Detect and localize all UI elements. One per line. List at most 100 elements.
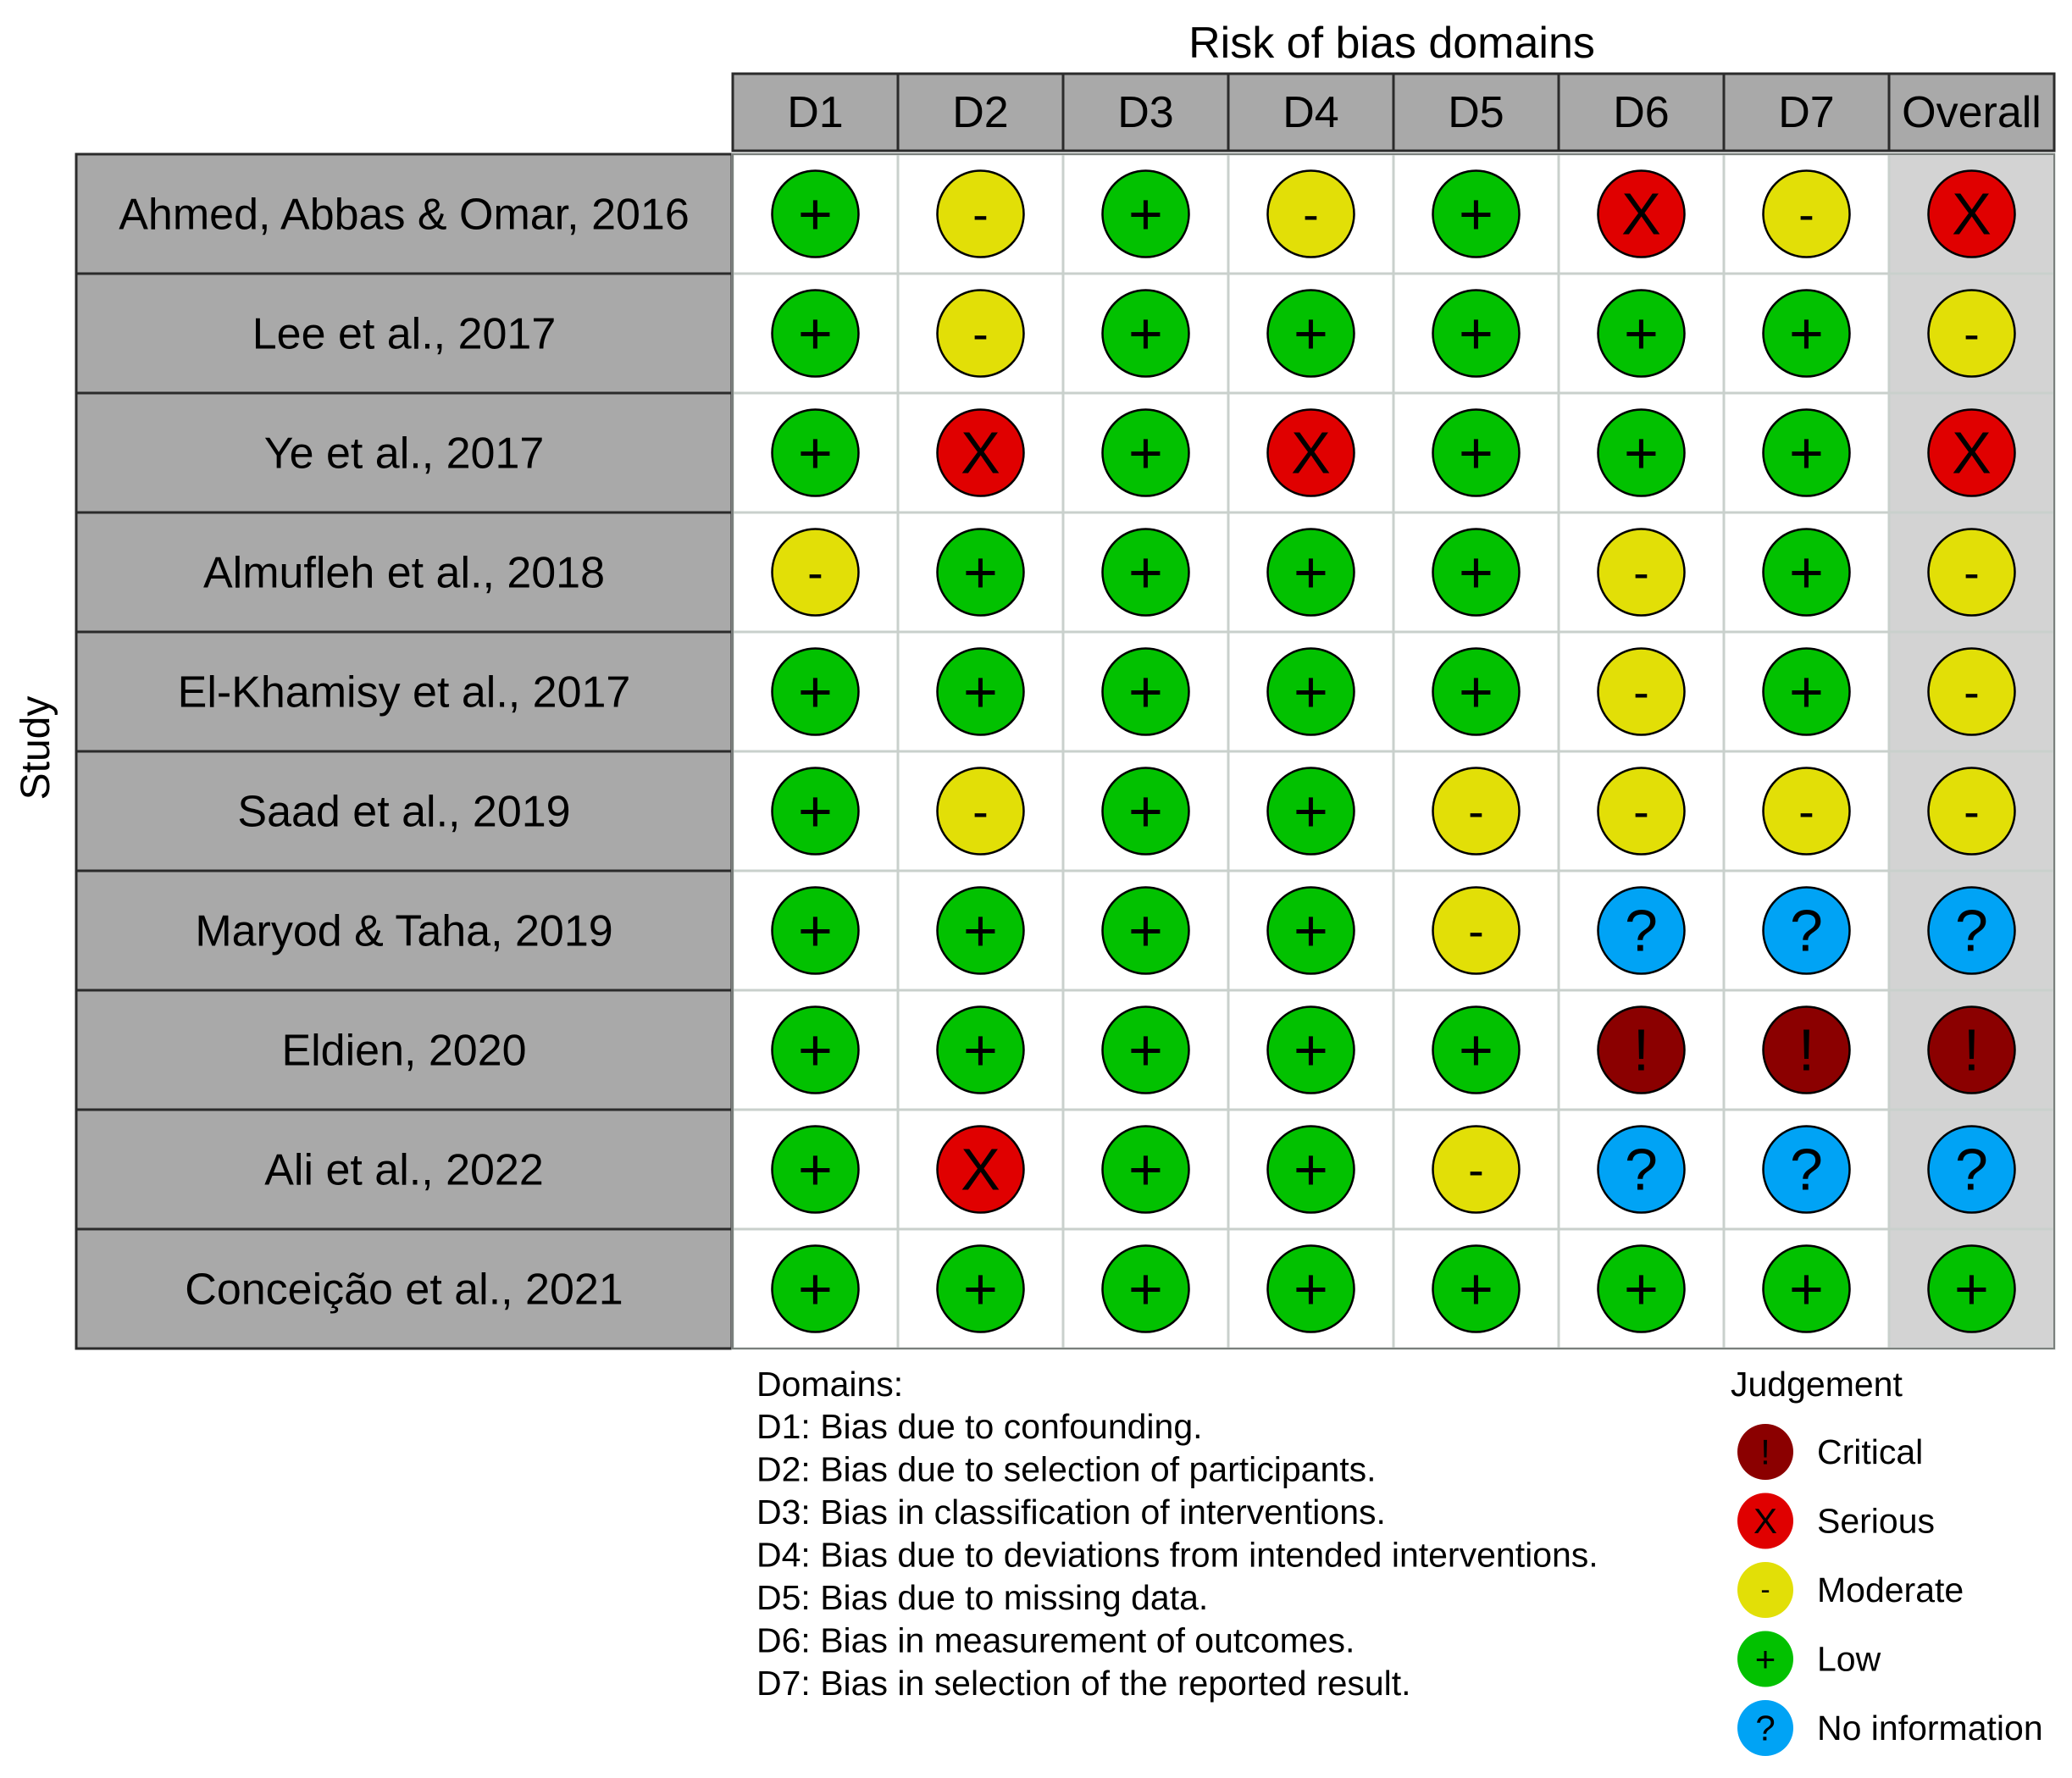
judgement-point-low (771, 647, 860, 736)
study-label: El-Khamisy et al., 2017 (178, 668, 631, 717)
judgement-point-moderate (1432, 767, 1521, 856)
judgement-point-moderate (1432, 886, 1521, 975)
judgement-point-moderate (1432, 1125, 1521, 1214)
judgement-point-low (1101, 767, 1190, 856)
judgement-point-low (1762, 408, 1851, 497)
judgement-symbol: + (1294, 659, 1328, 725)
legend-label-serious: Serious (1817, 1502, 1935, 1541)
domains-title: Domains: (756, 1365, 903, 1404)
judgement-point-moderate (1927, 528, 2016, 617)
judgement-symbol: + (1789, 1256, 1824, 1322)
judgement-point-low (1762, 528, 1851, 617)
judgement-point-low (1101, 289, 1190, 378)
judgement-symbol: + (1789, 420, 1824, 486)
judgement-point-low (771, 1125, 860, 1214)
judgement-point-low (1266, 1125, 1355, 1214)
judgement-point-low (1101, 1005, 1190, 1094)
judgement-symbol: ! (1964, 1017, 1980, 1083)
grid-border (732, 153, 2055, 1349)
judgement-symbol: + (1459, 659, 1493, 725)
judgement-point-low (771, 886, 860, 975)
judgement-symbol: + (963, 898, 998, 964)
judgement-point-serious (1927, 169, 2016, 258)
judgement-symbol: ? (1955, 1137, 1988, 1203)
judgement-symbol: + (963, 1256, 998, 1322)
domain-description: D3: Bias in classification of interventi… (756, 1493, 1386, 1532)
judgement-symbol: + (1128, 420, 1163, 486)
column-header-d6 (1557, 72, 1726, 152)
legend-marker-no-information (1737, 1700, 1793, 1756)
judgement-point-low (1762, 647, 1851, 736)
judgement-symbol: - (1798, 784, 1814, 838)
judgement-point-low (1432, 289, 1521, 378)
judgement-symbol: + (1128, 898, 1163, 964)
judgement-point-serious (1597, 169, 1686, 258)
judgement-symbol: X (1952, 420, 1992, 486)
legend-symbol: - (1760, 1574, 1770, 1606)
judgement-symbol: + (798, 1017, 833, 1083)
study-label: Ye et al., 2017 (264, 429, 545, 479)
judgement-symbol: - (1468, 784, 1484, 838)
judgement-symbol: + (798, 420, 833, 486)
judgement-symbol: + (1294, 778, 1328, 845)
judgement-point-no-information (1927, 1125, 2016, 1214)
judgement-symbol: - (972, 307, 989, 360)
column-header-label-d7: D7 (1778, 88, 1834, 137)
judgement-point-moderate (1597, 767, 1686, 856)
judgement-symbol: + (1128, 181, 1163, 247)
judgement-symbol: + (1294, 540, 1328, 606)
judgement-symbol: ! (1798, 1017, 1814, 1083)
judgement-point-serious (936, 1125, 1025, 1214)
chart-title: Risk of bias domains (1188, 19, 1595, 68)
judgement-symbol: + (1624, 420, 1659, 486)
judgement-point-no-information (1762, 886, 1851, 975)
judgement-symbol: + (1789, 301, 1824, 367)
domain-description: D2: Bias due to selection of participant… (756, 1450, 1377, 1489)
study-label: Ahmed, Abbas & Omar, 2016 (119, 191, 690, 240)
judgement-point-low (1432, 1244, 1521, 1333)
study-cell (75, 391, 734, 514)
judgement-symbol: + (963, 540, 998, 606)
legend-label-low: Low (1817, 1640, 1881, 1679)
column-header-label-d3: D3 (1117, 88, 1173, 137)
judgement-point-low (1432, 1005, 1521, 1094)
judgement-symbol: + (963, 1017, 998, 1083)
judgement-symbol: - (1964, 307, 1980, 360)
domain-description: D5: Bias due to missing data. (756, 1578, 1208, 1617)
judgement-symbol: - (1633, 784, 1649, 838)
judgement-symbol: + (1128, 1256, 1163, 1322)
study-label: Almufleh et al., 2018 (203, 549, 605, 598)
column-header-label-d4: D4 (1283, 88, 1338, 137)
judgement-point-moderate (1762, 767, 1851, 856)
judgement-symbol: + (1128, 540, 1163, 606)
judgement-point-low (936, 1005, 1025, 1094)
column-header-d7 (1722, 72, 1891, 152)
judgement-symbol: + (1459, 1256, 1493, 1322)
judgement-symbol: - (1964, 546, 1980, 599)
judgement-grid: D1 D2 D3 D4 D5 D6 D7 Overall Ahmed, Abbas & Omar… (75, 72, 2056, 1350)
domain-description: D4: Bias due to deviations from intended… (756, 1536, 1598, 1575)
judgement-point-low (1266, 1005, 1355, 1094)
judgement-point-low (936, 886, 1025, 975)
judgement-symbol: - (1964, 665, 1980, 718)
judgement-symbol: ? (1955, 898, 1988, 964)
judgement-point-low (771, 169, 860, 258)
judgement-symbol: + (1128, 1017, 1163, 1083)
study-cell (75, 630, 734, 753)
judgement-point-moderate (936, 289, 1025, 378)
judgement-legend: Judgement! Critical X Serious - Moderate + Low?… (1731, 1365, 2043, 1756)
judgement-point-low (771, 289, 860, 378)
judgement-symbol: + (1294, 1256, 1328, 1322)
judgement-symbol: + (798, 181, 833, 247)
judgement-point-low (936, 647, 1025, 736)
judgement-point-critical (1927, 1005, 2016, 1094)
judgement-point-serious (1927, 408, 2016, 497)
column-header-label-d5: D5 (1448, 88, 1504, 137)
domain-description: D6: Bias in measurement of outcomes. (756, 1621, 1355, 1660)
judgement-symbol: + (1128, 659, 1163, 725)
legend-label-no-information: No information (1817, 1709, 2043, 1748)
judgement-point-low (1597, 1244, 1686, 1333)
judgement-point-low (771, 1244, 860, 1333)
judgement-point-low (1101, 647, 1190, 736)
judgement-point-low (1266, 647, 1355, 736)
